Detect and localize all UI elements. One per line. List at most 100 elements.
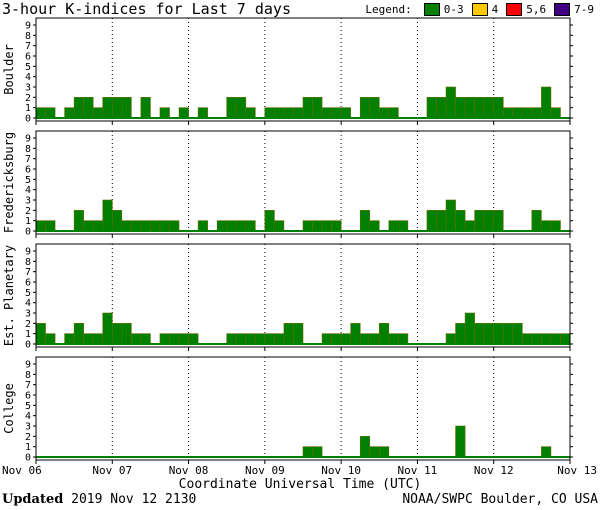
bar <box>445 86 456 119</box>
bar <box>398 333 409 345</box>
bar <box>388 107 399 119</box>
bar <box>378 107 390 119</box>
bar <box>331 107 342 119</box>
panel-label: College <box>2 383 16 434</box>
bar <box>369 97 380 119</box>
bar <box>493 97 504 119</box>
bar <box>283 323 294 345</box>
bar <box>359 97 371 119</box>
legend-swatch-7-9 <box>554 3 571 16</box>
bar <box>121 220 132 232</box>
bar <box>541 220 552 232</box>
bar <box>64 333 75 345</box>
bar <box>550 107 561 119</box>
bar <box>512 107 523 119</box>
updated-value: 2019 Nov 12 2130 <box>71 492 197 507</box>
x-tick-label: Nov 13 <box>557 464 597 477</box>
bar <box>140 97 151 119</box>
bar <box>531 210 542 232</box>
bar <box>359 436 371 458</box>
bar <box>426 210 437 232</box>
bar <box>73 323 84 345</box>
y-tick-label: 4 <box>25 72 31 83</box>
bar <box>83 333 94 345</box>
bar <box>455 323 466 345</box>
y-tick-label: 1 <box>25 329 31 340</box>
bar <box>378 446 390 458</box>
legend-item-0-3: 0-3 <box>423 3 464 16</box>
bar <box>188 333 199 345</box>
x-tick-label: Nov 12 <box>474 464 514 477</box>
y-tick-label: 9 <box>25 247 31 258</box>
bar <box>293 323 304 345</box>
bar <box>321 107 332 119</box>
y-tick-label: 0 <box>25 114 31 125</box>
panel-frame <box>35 356 571 461</box>
legend-swatch-4 <box>471 3 488 16</box>
bar <box>235 220 247 232</box>
panel-background <box>36 357 570 460</box>
bar <box>483 97 495 119</box>
bar <box>369 333 380 345</box>
bar <box>512 323 523 345</box>
bar <box>436 97 447 119</box>
bar <box>388 333 399 345</box>
bar <box>45 333 56 345</box>
bar <box>474 210 485 232</box>
y-tick-label: 5 <box>25 401 31 412</box>
bar <box>340 107 351 119</box>
bar <box>111 97 123 119</box>
data-source: NOAA/SWPC Boulder, CO USA <box>402 492 598 507</box>
y-tick-label: 6 <box>25 52 31 63</box>
bar <box>436 210 447 232</box>
bar <box>197 107 208 119</box>
y-tick-label: 8 <box>25 257 31 268</box>
y-tick-label: 6 <box>25 391 31 402</box>
bar <box>474 97 485 119</box>
y-tick-label: 0 <box>25 340 31 351</box>
bar <box>92 333 104 345</box>
panel-frame <box>35 17 571 122</box>
bar <box>274 333 285 345</box>
bar <box>35 107 46 119</box>
y-tick-label: 2 <box>25 93 31 104</box>
legend-swatch-0-3 <box>423 3 440 16</box>
y-tick-label: 3 <box>25 196 31 207</box>
x-axis-label: Coordinate Universal Time (UTC) <box>178 477 422 492</box>
bar <box>302 446 313 458</box>
bar <box>92 107 104 119</box>
y-tick-label: 7 <box>25 267 31 278</box>
bar <box>73 97 84 119</box>
bar <box>474 323 485 345</box>
legend-item-7-9: 7-9 <box>554 3 594 16</box>
bar <box>483 323 495 345</box>
bar <box>283 107 294 119</box>
bar <box>445 333 456 345</box>
bar <box>274 220 285 232</box>
bar <box>235 97 247 119</box>
panel-label: Fredericksburg <box>2 132 16 233</box>
bar <box>169 333 180 345</box>
y-tick-label: 9 <box>25 360 31 371</box>
bar <box>359 333 371 345</box>
panel-label: Boulder <box>2 44 16 95</box>
bar <box>45 220 56 232</box>
y-tick-label: 8 <box>25 31 31 42</box>
bar <box>169 220 180 232</box>
bar <box>531 333 542 345</box>
legend-item-4: 4 <box>471 3 499 16</box>
bar <box>464 97 475 119</box>
bar <box>131 333 142 345</box>
bar <box>302 220 313 232</box>
legend-item-label: 4 <box>491 3 499 16</box>
bar <box>73 210 84 232</box>
legend-item-5-6: 5,6 <box>506 3 546 16</box>
bar <box>140 333 151 345</box>
legend-label: Legend: <box>365 3 412 16</box>
bar <box>83 97 94 119</box>
bar <box>493 323 504 345</box>
y-tick-label: 2 <box>25 206 31 217</box>
bar <box>102 312 113 345</box>
bar <box>483 210 495 232</box>
